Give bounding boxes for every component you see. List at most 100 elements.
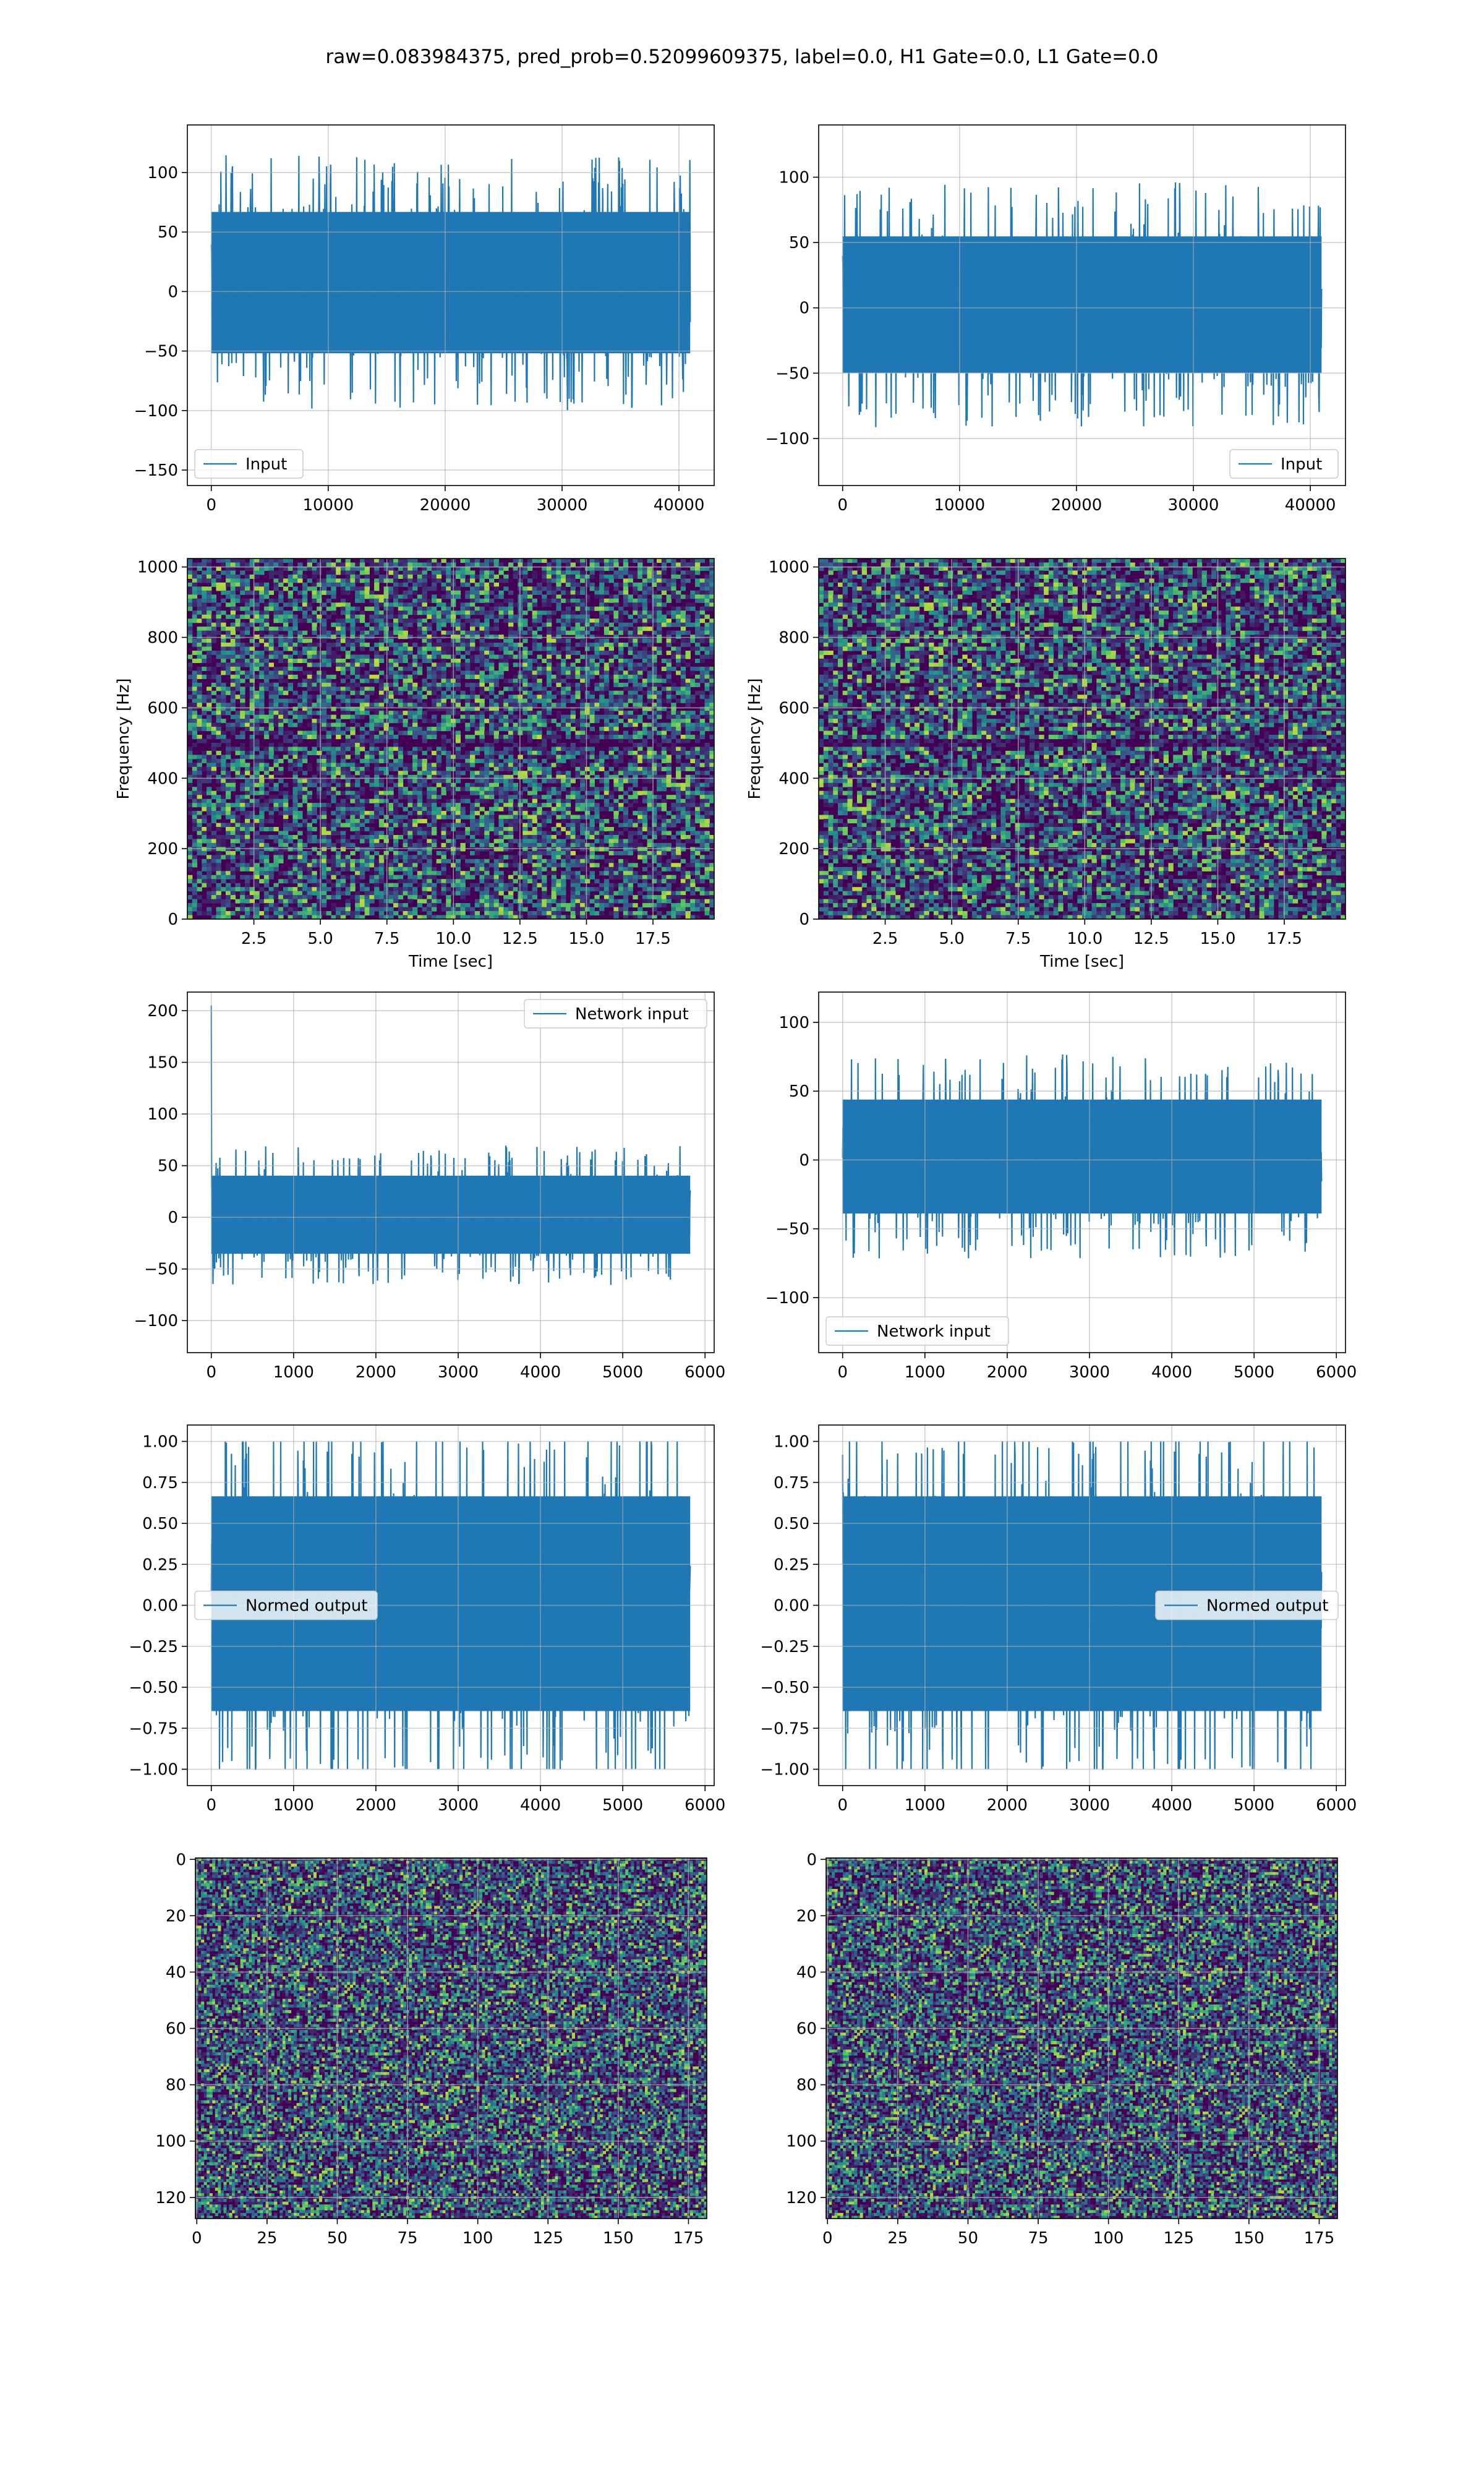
x-tick-label: 0 (837, 496, 848, 515)
legend-label: Network input (575, 1005, 689, 1024)
y-tick-label: −0.75 (760, 1719, 809, 1738)
x-tick-label: 30000 (1168, 496, 1219, 515)
y-tick-label: −100 (134, 1312, 178, 1330)
y-tick-label: 50 (158, 1157, 178, 1176)
x-tick-label: 4000 (1151, 1363, 1192, 1382)
x-tick-label: 150 (603, 2229, 634, 2248)
y-tick-label: 0.50 (774, 1515, 809, 1533)
x-tick-label: 17.5 (635, 930, 671, 948)
chart-netin-l1: 0 1000 2000 3000 4000 5000 6000 −100 −50 0 50 100 Ne… (765, 991, 1357, 1382)
y-tick-label: 0.25 (142, 1556, 178, 1574)
x-tick-label: 10000 (934, 496, 985, 515)
legend-label: Network input (877, 1322, 991, 1341)
x-tick-label: 0 (822, 2229, 833, 2248)
y-tick-label: 150 (147, 1054, 178, 1072)
x-tick-label: 6000 (684, 1796, 725, 1815)
heatmap-cells (819, 559, 1345, 919)
x-tick-label: 0 (206, 1363, 216, 1382)
gridlines (187, 125, 714, 486)
y-tick-label: 100 (147, 1105, 178, 1124)
y-tick-label: 40 (166, 1963, 186, 1982)
legend: Network input (825, 1316, 1009, 1346)
x-tick-label: 15.0 (569, 930, 605, 948)
x-tick-label: 10.0 (435, 930, 471, 948)
y-tick-label: 120 (786, 2189, 817, 2207)
x-tick-label: 100 (1093, 2229, 1124, 2248)
y-tick-label: 100 (778, 1014, 809, 1032)
axes-frame (195, 1857, 707, 2219)
x-tick-label: 12.5 (1133, 930, 1169, 948)
y-tick-label: 100 (786, 2133, 817, 2151)
axes-frame (825, 1857, 1338, 2219)
gridlines (187, 1425, 714, 1786)
y-tick-label: −100 (765, 430, 809, 448)
x-tick-label: 25 (887, 2229, 908, 2248)
y-tick-label: 600 (778, 699, 809, 717)
x-tick-label: 7.5 (1005, 930, 1031, 948)
y-tick-label: 1000 (769, 559, 809, 577)
x-tick-label: 2000 (356, 1796, 396, 1815)
y-tick-label: −50 (144, 1261, 178, 1279)
y-tick-label: 100 (155, 2133, 186, 2151)
legend-label: Normed output (245, 1597, 367, 1616)
x-tick-label: 20000 (420, 496, 471, 515)
gridlines (819, 1425, 1345, 1786)
y-tick-label: 0 (806, 1851, 817, 1869)
x-tick-label: 40000 (1285, 496, 1336, 515)
figure-title: raw=0.083984375, pred_prob=0.52099609375… (326, 46, 1159, 68)
x-tick-label: 150 (1234, 2229, 1264, 2248)
y-tick-label: 1.00 (774, 1433, 809, 1452)
x-tick-label: 4000 (1151, 1796, 1192, 1815)
y-tick-label: 0 (799, 910, 809, 929)
chart-spec-l1: 2.5 5.0 7.5 10.0 12.5 15.0 17.5 0 200 400 600 800 10… (746, 558, 1346, 971)
x-tick-label: 5.0 (307, 930, 333, 948)
y-tick-label: 0 (176, 1851, 186, 1869)
x-tick-label: 2000 (356, 1363, 396, 1382)
chart-normed-l1: 0 1000 2000 3000 4000 5000 6000 −1.00 −0.75 −0.50… (760, 1424, 1357, 1815)
gridlines (819, 992, 1345, 1353)
x-tick-label: 75 (1028, 2229, 1049, 2248)
axes-frame (818, 991, 1346, 1353)
x-tick-label: 4000 (520, 1363, 561, 1382)
y-tick-label: −0.75 (129, 1719, 178, 1738)
x-tick-label: 3000 (1069, 1796, 1110, 1815)
y-tick-label: −50 (775, 1220, 809, 1239)
y-tick-label: 200 (147, 1002, 178, 1021)
y-tick-label: 100 (147, 164, 178, 182)
y-tick-label: 0 (799, 299, 809, 318)
y-tick-label: 50 (789, 234, 809, 252)
x-tick-label: 5.0 (939, 930, 964, 948)
y-tick-label: 50 (789, 1082, 809, 1101)
x-axis-label: Time [sec] (1039, 952, 1124, 971)
y-tick-label: 80 (166, 2076, 186, 2095)
x-tick-label: 0 (206, 1796, 216, 1815)
x-tick-label: 25 (257, 2229, 277, 2248)
y-tick-label: 0.25 (774, 1556, 809, 1574)
axes-frame (187, 991, 715, 1353)
y-axis-label: Frequency [Hz] (746, 678, 764, 799)
chart-image-h1: 0 25 50 75 100 125 150 175 0 20 40 60 80 100 120 (155, 1851, 707, 2248)
y-tick-label: 0 (168, 283, 178, 301)
x-tick-label: 2.5 (872, 930, 898, 948)
x-tick-label: 10.0 (1067, 930, 1102, 948)
chart-input-l1: 0 10000 20000 30000 40000 −100 −50 0 50 100 Input (765, 124, 1346, 515)
chart-spec-h1: 2.5 5.0 7.5 10.0 12.5 15.0 17.5 0 200 400 600 800 10… (114, 558, 715, 971)
y-tick-label: 600 (147, 699, 178, 717)
x-tick-label: 7.5 (374, 930, 399, 948)
y-tick-label: −0.25 (129, 1638, 178, 1656)
y-tick-label: −150 (134, 461, 178, 480)
chart-image-l1: 0 25 50 75 100 125 150 175 0 20 40 60 80 100 120 (786, 1851, 1338, 2248)
x-tick-label: 12.5 (502, 930, 538, 948)
x-tick-label: 4000 (520, 1796, 561, 1815)
y-tick-label: 0.00 (774, 1597, 809, 1616)
series-line (842, 1441, 1323, 1770)
x-tick-label: 0 (837, 1363, 848, 1382)
x-axis-label: Time [sec] (408, 952, 493, 971)
x-tick-label: 75 (398, 2229, 418, 2248)
x-tick-label: 175 (673, 2229, 704, 2248)
y-tick-label: 120 (155, 2189, 186, 2207)
y-tick-label: −0.50 (129, 1679, 178, 1697)
y-tick-label: 0 (168, 910, 178, 929)
heatmap-cells (187, 559, 714, 919)
legend: Normed output (1155, 1590, 1339, 1620)
